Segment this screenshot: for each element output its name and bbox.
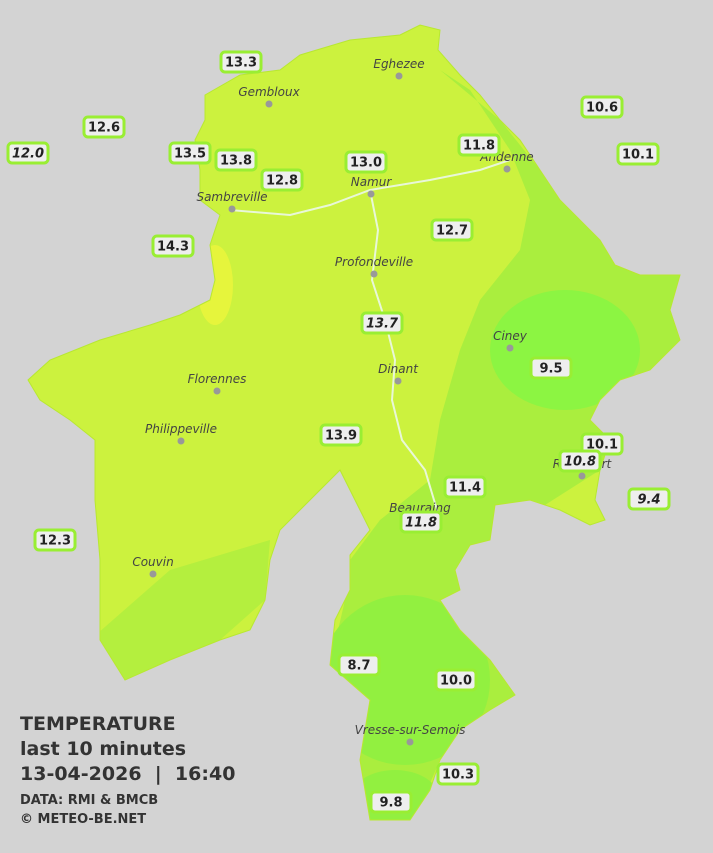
station-value: 14.3 <box>157 240 189 255</box>
legend-source: DATA: RMI & BMCB <box>20 793 158 808</box>
station-value: 10.6 <box>586 101 618 116</box>
station-value: 13.5 <box>174 147 206 162</box>
city-dot <box>370 270 378 278</box>
city-dot <box>394 377 402 385</box>
city-dot <box>578 472 586 480</box>
station-box <box>33 528 77 552</box>
city-label: Eghezee <box>373 57 424 71</box>
station-value: 12.6 <box>88 121 120 136</box>
station-value: 13.3 <box>225 56 257 71</box>
station-box <box>529 356 573 380</box>
city-dot <box>503 165 511 173</box>
station-box <box>436 762 480 786</box>
legend-title: TEMPERATURE <box>20 713 176 735</box>
station-box <box>360 311 404 335</box>
city-label: Vresse-sur-Semois <box>355 723 466 737</box>
city-dot <box>506 344 514 352</box>
city-label: Philippeville <box>145 422 217 436</box>
city-label: Florennes <box>188 372 247 386</box>
city-label: Sambreville <box>196 190 267 204</box>
station-value: 9.8 <box>379 796 402 811</box>
legend-datetime: 13-04-2026 | 16:40 <box>20 763 235 785</box>
station-box <box>430 218 474 242</box>
station-value: 12.7 <box>436 224 468 239</box>
station-value: 11.8 <box>463 139 495 154</box>
city-label: Profondeville <box>335 255 413 269</box>
station-value: 9.4 <box>637 493 660 508</box>
station-box <box>443 475 487 499</box>
station-box <box>558 449 602 473</box>
city-dot <box>406 738 414 746</box>
station-value: 11.4 <box>449 481 481 496</box>
city-dot <box>213 387 221 395</box>
station-box <box>457 133 501 157</box>
city-label: Gembloux <box>238 85 300 99</box>
station-value: 12.8 <box>266 174 298 189</box>
station-box <box>151 234 195 258</box>
station-value: 12.0 <box>12 147 44 162</box>
station-value: 13.0 <box>350 156 382 171</box>
station-value: 12.3 <box>39 534 71 549</box>
city-dot <box>149 570 157 578</box>
station-box <box>580 95 624 119</box>
cities: EghezeeGemblouxAndenneNamurSambrevillePr… <box>132 57 613 746</box>
stations: 13.3 12.6 12.0 13.5 13.8 12.8 13.0 11.8 10.6 10.1… <box>6 50 671 814</box>
station-value: 13.9 <box>325 429 357 444</box>
city-label: Dinant <box>378 362 419 376</box>
station-box <box>260 168 304 192</box>
station-value: 10.0 <box>440 674 472 689</box>
station-box <box>344 150 388 174</box>
station-box <box>82 115 126 139</box>
station-value: 13.7 <box>366 317 399 332</box>
legend-subtitle: last 10 minutes <box>20 738 186 760</box>
station-box <box>214 148 258 172</box>
city-label: Namur <box>351 175 393 189</box>
station-value: 10.1 <box>586 438 618 453</box>
city-dot <box>395 72 403 80</box>
city-dot <box>367 190 375 198</box>
station-value: 9.5 <box>539 362 562 377</box>
station-box <box>369 790 413 814</box>
station-box <box>616 142 660 166</box>
station-box <box>168 141 212 165</box>
station-box <box>6 141 50 165</box>
station-value: 11.8 <box>405 516 437 531</box>
station-value: 10.1 <box>622 148 654 163</box>
station-box <box>219 50 263 74</box>
station-box <box>319 423 363 447</box>
station-value: 13.8 <box>220 154 252 169</box>
city-dot <box>228 205 236 213</box>
station-box <box>627 487 671 511</box>
station-value: 8.7 <box>347 659 370 674</box>
city-dot <box>177 437 185 445</box>
station-box <box>399 510 443 534</box>
city-label: Couvin <box>132 555 173 569</box>
legend-credit: © METEO-BE.NET <box>20 812 146 827</box>
station-value: 10.8 <box>564 455 596 470</box>
station-box <box>580 432 624 456</box>
station-box <box>337 653 381 677</box>
city-dot <box>265 100 273 108</box>
city-label: Ciney <box>493 329 528 343</box>
station-value: 10.3 <box>442 768 474 783</box>
station-box <box>434 668 478 692</box>
